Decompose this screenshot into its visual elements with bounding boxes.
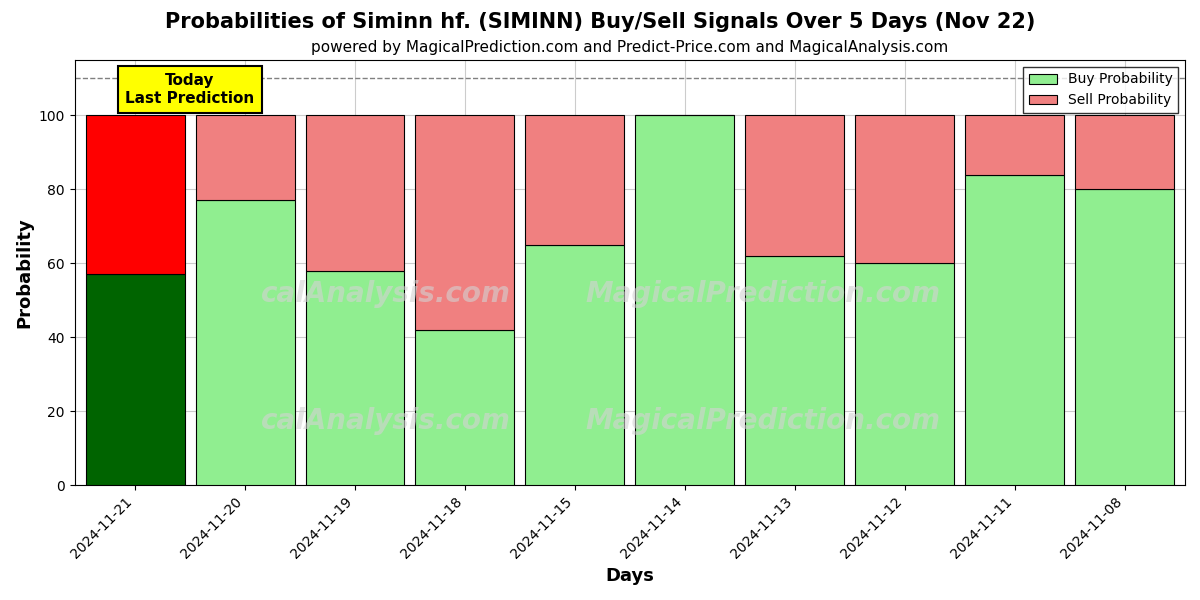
Bar xyxy=(856,263,954,485)
Bar xyxy=(1075,190,1174,485)
Bar xyxy=(196,115,294,200)
Bar xyxy=(415,330,515,485)
Bar xyxy=(85,274,185,485)
Bar xyxy=(745,256,845,485)
Bar xyxy=(196,200,294,485)
X-axis label: Days: Days xyxy=(605,567,654,585)
Text: MagicalPrediction.com: MagicalPrediction.com xyxy=(586,280,941,308)
Text: MagicalPrediction.com: MagicalPrediction.com xyxy=(586,407,941,436)
Text: Today
Last Prediction: Today Last Prediction xyxy=(126,73,254,106)
Text: Probabilities of Siminn hf. (SIMINN) Buy/Sell Signals Over 5 Days (Nov 22): Probabilities of Siminn hf. (SIMINN) Buy… xyxy=(164,12,1036,32)
Legend: Buy Probability, Sell Probability: Buy Probability, Sell Probability xyxy=(1024,67,1178,113)
Bar xyxy=(1075,115,1174,190)
Bar xyxy=(526,245,624,485)
Title: powered by MagicalPrediction.com and Predict-Price.com and MagicalAnalysis.com: powered by MagicalPrediction.com and Pre… xyxy=(311,40,948,55)
Bar xyxy=(856,115,954,263)
Text: calAnalysis.com: calAnalysis.com xyxy=(260,280,510,308)
Bar xyxy=(526,115,624,245)
Text: calAnalysis.com: calAnalysis.com xyxy=(260,407,510,436)
Bar xyxy=(306,115,404,271)
Bar xyxy=(635,115,734,485)
Bar xyxy=(965,175,1064,485)
Bar xyxy=(306,271,404,485)
Y-axis label: Probability: Probability xyxy=(16,217,34,328)
Bar xyxy=(85,115,185,274)
Bar xyxy=(415,115,515,330)
Bar xyxy=(965,115,1064,175)
Bar xyxy=(745,115,845,256)
